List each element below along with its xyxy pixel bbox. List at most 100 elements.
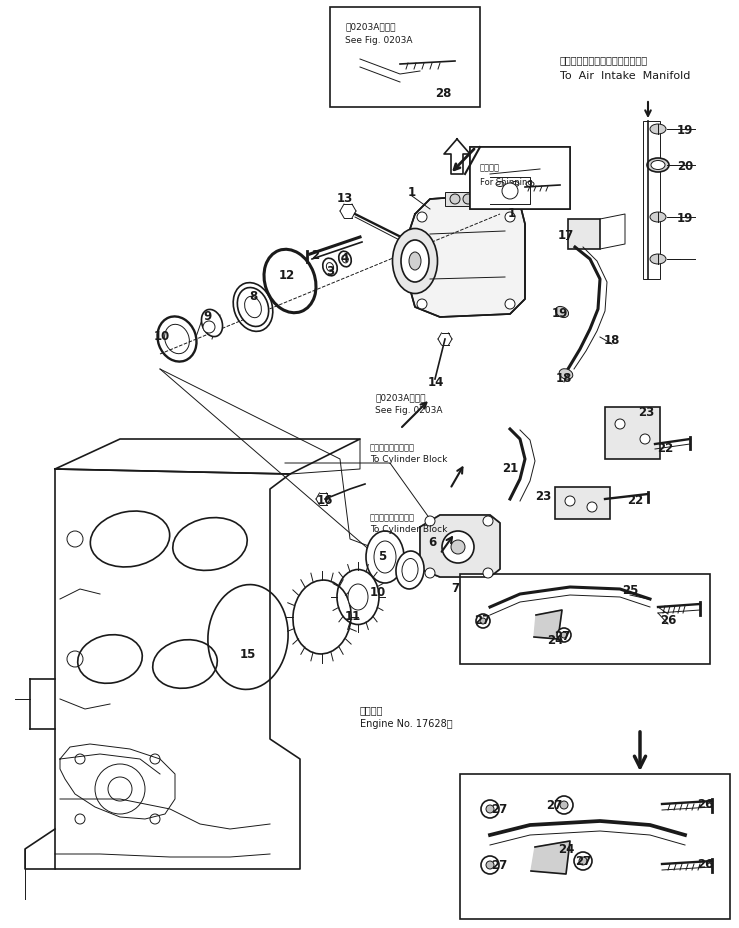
Bar — [470, 148, 570, 210]
Ellipse shape — [651, 161, 665, 171]
Circle shape — [425, 568, 435, 578]
Ellipse shape — [402, 559, 418, 582]
Circle shape — [561, 632, 567, 638]
Text: 27: 27 — [491, 858, 507, 871]
Circle shape — [574, 852, 592, 870]
Text: 10: 10 — [370, 586, 386, 599]
Text: See Fig. 0203A: See Fig. 0203A — [345, 36, 412, 45]
Circle shape — [417, 300, 427, 310]
Circle shape — [565, 496, 575, 507]
Text: 26: 26 — [660, 612, 676, 625]
Circle shape — [587, 502, 597, 512]
Ellipse shape — [237, 289, 269, 328]
Text: To Cylinder Block: To Cylinder Block — [370, 455, 447, 463]
Ellipse shape — [245, 297, 262, 318]
Text: 27: 27 — [575, 855, 591, 868]
Polygon shape — [444, 140, 470, 174]
Circle shape — [505, 300, 515, 310]
Bar — [568, 220, 600, 250]
Circle shape — [442, 532, 474, 563]
Text: 15: 15 — [240, 647, 256, 660]
Ellipse shape — [650, 213, 666, 223]
Text: 6: 6 — [428, 535, 436, 548]
Text: 4: 4 — [341, 251, 349, 264]
Text: 24: 24 — [547, 633, 563, 646]
Circle shape — [483, 517, 493, 526]
Ellipse shape — [348, 585, 368, 611]
Text: 3: 3 — [326, 264, 334, 277]
Bar — [605, 407, 660, 459]
Text: 第0203A図参照: 第0203A図参照 — [345, 22, 395, 31]
Ellipse shape — [650, 254, 666, 264]
Ellipse shape — [366, 532, 404, 584]
Text: 選載部品: 選載部品 — [480, 162, 500, 172]
Polygon shape — [420, 515, 500, 577]
Text: To Cylinder Block: To Cylinder Block — [370, 524, 447, 534]
Circle shape — [502, 184, 518, 200]
Circle shape — [450, 195, 460, 205]
Circle shape — [425, 517, 435, 526]
Ellipse shape — [511, 182, 519, 187]
Text: 28: 28 — [435, 86, 452, 99]
Text: 11: 11 — [345, 610, 361, 623]
Polygon shape — [534, 611, 562, 639]
Circle shape — [481, 800, 499, 818]
Text: 10: 10 — [154, 329, 170, 342]
Text: 25: 25 — [621, 583, 638, 596]
Polygon shape — [410, 195, 525, 317]
Text: 5: 5 — [378, 550, 386, 563]
Circle shape — [560, 801, 568, 809]
Ellipse shape — [526, 182, 534, 187]
Circle shape — [463, 195, 473, 205]
Text: 17: 17 — [558, 228, 574, 241]
Ellipse shape — [323, 259, 337, 277]
Circle shape — [615, 419, 625, 430]
Text: 26: 26 — [697, 857, 713, 870]
Circle shape — [486, 861, 494, 869]
Text: 23: 23 — [638, 406, 654, 419]
Bar — [460, 774, 730, 919]
Circle shape — [417, 213, 427, 223]
Bar — [643, 122, 660, 279]
Bar — [470, 148, 570, 210]
Bar — [555, 487, 610, 520]
Text: 1: 1 — [508, 206, 516, 219]
Bar — [445, 193, 475, 207]
Text: 適用号機: 適用号機 — [360, 704, 384, 715]
Bar — [460, 574, 710, 664]
Text: 14: 14 — [428, 375, 444, 388]
Text: 26: 26 — [697, 798, 713, 811]
Circle shape — [451, 540, 465, 554]
Text: 27: 27 — [491, 803, 507, 816]
Circle shape — [203, 322, 215, 334]
Circle shape — [579, 857, 587, 865]
Ellipse shape — [496, 182, 504, 187]
Text: See Fig. 0203A: See Fig. 0203A — [375, 406, 443, 415]
Text: Engine No. 17628～: Engine No. 17628～ — [360, 718, 452, 728]
Circle shape — [486, 806, 494, 813]
Circle shape — [505, 213, 515, 223]
Circle shape — [555, 796, 573, 814]
Text: シリンダブロックへ: シリンダブロックへ — [370, 512, 415, 522]
Ellipse shape — [647, 159, 669, 173]
Text: 8: 8 — [249, 290, 257, 303]
Text: 27: 27 — [474, 613, 490, 626]
Text: エアーインテークマニホールドへ: エアーインテークマニホールドへ — [560, 55, 648, 65]
Text: シリンダブロックへ: シリンダブロックへ — [370, 443, 415, 452]
Text: 22: 22 — [627, 493, 643, 506]
Ellipse shape — [374, 541, 396, 574]
Circle shape — [483, 568, 493, 578]
Text: 1: 1 — [408, 186, 416, 199]
Text: 27: 27 — [546, 799, 562, 812]
Text: 19: 19 — [677, 123, 693, 136]
Ellipse shape — [396, 551, 424, 589]
Circle shape — [480, 618, 486, 625]
Text: For Shipping: For Shipping — [480, 178, 533, 187]
Circle shape — [481, 856, 499, 874]
Ellipse shape — [559, 369, 573, 380]
Ellipse shape — [337, 570, 379, 625]
Ellipse shape — [650, 125, 666, 135]
Text: 27: 27 — [554, 629, 570, 642]
Circle shape — [476, 614, 490, 628]
Ellipse shape — [202, 310, 222, 337]
